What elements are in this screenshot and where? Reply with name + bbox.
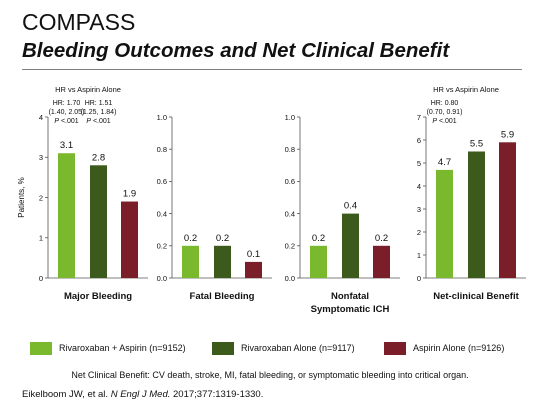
bar-value-label: 0.2 <box>184 233 197 244</box>
bar <box>182 245 199 278</box>
hr-annotation: HR: 0.80 <box>431 100 459 107</box>
panel-title: Major Bleeding <box>64 291 132 302</box>
hr-annotation: (1.25, 1.84) <box>81 109 117 116</box>
legend-item-rivaroxaban-alone: Rivaroxaban Alone (n=9117) <box>212 341 355 355</box>
hr-header: HR vs Aspirin Alone <box>433 85 499 94</box>
y-tick-label: 0.2 <box>285 242 295 251</box>
legend-swatch <box>30 341 52 355</box>
bar-value-label: 0.2 <box>312 233 325 244</box>
legend-item-rivaroxaban-aspirin: Rivaroxaban + Aspirin (n=9152) <box>30 341 186 355</box>
bar <box>310 245 327 278</box>
y-tick-label: 2 <box>39 193 43 202</box>
hr-annotation: HR: 1.70 <box>53 100 81 107</box>
y-tick-label: 0 <box>39 274 43 283</box>
panel-title: Symptomatic ICH <box>311 304 390 315</box>
slide-title: COMPASS <box>22 9 136 35</box>
hr-annotation: P <.001 <box>432 118 456 125</box>
y-tick-label: 6 <box>417 136 421 145</box>
y-tick-label: 4 <box>39 113 43 122</box>
p-symbol: P <box>432 118 437 125</box>
bar-value-label: 4.7 <box>438 157 451 168</box>
y-tick-label: 1 <box>417 251 421 260</box>
p-symbol: P <box>54 118 59 125</box>
y-tick-label: 0.4 <box>285 209 295 218</box>
bar-value-label: 0.2 <box>375 233 388 244</box>
citation-journal: N Engl J Med. <box>110 389 171 400</box>
y-tick-label: 3 <box>417 205 421 214</box>
panel-title: Net-clinical Benefit <box>433 291 519 302</box>
y-tick-label: 0.8 <box>157 145 167 154</box>
slide-subtitle: Bleeding Outcomes and Net Clinical Benef… <box>22 39 450 62</box>
title-divider <box>22 69 522 70</box>
panel-title: Fatal Bleeding <box>190 291 255 302</box>
citation: Eikelboom JW, et al. N Engl J Med. 2017;… <box>22 389 263 400</box>
bar-value-label: 1.9 <box>123 189 136 200</box>
bar-value-label: 0.2 <box>216 233 229 244</box>
legend-label: Rivaroxaban + Aspirin (n=9152) <box>59 343 186 353</box>
bar-value-label: 0.4 <box>344 201 357 212</box>
bar <box>373 245 390 278</box>
citation-authors: Eikelboom JW, et al. <box>22 389 109 400</box>
hr-annotation: (0.70, 0.91) <box>427 109 463 116</box>
y-tick-label: 7 <box>417 113 421 122</box>
y-tick-label: 3 <box>39 153 43 162</box>
y-tick-label: 5 <box>417 159 421 168</box>
bar <box>58 153 75 278</box>
p-value: <.001 <box>91 118 111 125</box>
legend-label: Rivaroxaban Alone (n=9117) <box>241 343 355 353</box>
p-value: <.001 <box>437 118 457 125</box>
y-axis-label: Patients, % <box>17 177 26 217</box>
footnote: Net Clinical Benefit: CV death, stroke, … <box>71 370 469 380</box>
hr-annotation: HR: 1.51 <box>85 100 113 107</box>
p-value: <.001 <box>59 118 79 125</box>
citation-details: 2017;377:1319-1330. <box>173 389 264 400</box>
y-tick-label: 0.0 <box>157 274 167 283</box>
bar <box>90 165 107 278</box>
p-symbol: P <box>86 118 91 125</box>
bar <box>436 169 453 278</box>
y-tick-label: 1.0 <box>285 113 295 122</box>
legend-item-aspirin-alone: Aspirin Alone (n=9126) <box>384 341 504 355</box>
legend-swatch <box>212 341 234 355</box>
legend-swatch <box>384 341 406 355</box>
y-tick-label: 0.4 <box>157 209 167 218</box>
bar <box>214 245 231 278</box>
bar-value-label: 3.1 <box>60 140 73 151</box>
y-tick-label: 0.6 <box>157 177 167 186</box>
bar-value-label: 5.5 <box>470 139 483 150</box>
hr-annotation: P <.001 <box>86 118 110 125</box>
hr-annotation: P <.001 <box>54 118 78 125</box>
bar-value-label: 5.9 <box>501 129 514 140</box>
y-tick-label: 0.2 <box>157 242 167 251</box>
y-tick-label: 0.6 <box>285 177 295 186</box>
bar-value-label: 0.1 <box>247 249 260 260</box>
y-tick-label: 1.0 <box>157 113 167 122</box>
y-tick-label: 0.8 <box>285 145 295 154</box>
y-tick-label: 0 <box>417 274 421 283</box>
bar <box>245 261 262 278</box>
legend-label: Aspirin Alone (n=9126) <box>413 343 505 353</box>
bar <box>499 142 516 278</box>
hr-annotation: (1.40, 2.05) <box>49 109 85 116</box>
y-tick-label: 1 <box>39 234 43 243</box>
y-tick-label: 4 <box>417 182 421 191</box>
y-tick-label: 2 <box>417 228 421 237</box>
bar <box>121 201 138 278</box>
bar <box>468 151 485 278</box>
bar <box>342 213 359 278</box>
panel-title: Nonfatal <box>331 291 369 302</box>
bar-value-label: 2.8 <box>92 152 105 163</box>
y-tick-label: 0.0 <box>285 274 295 283</box>
hr-header: HR vs Aspirin Alone <box>55 85 121 94</box>
